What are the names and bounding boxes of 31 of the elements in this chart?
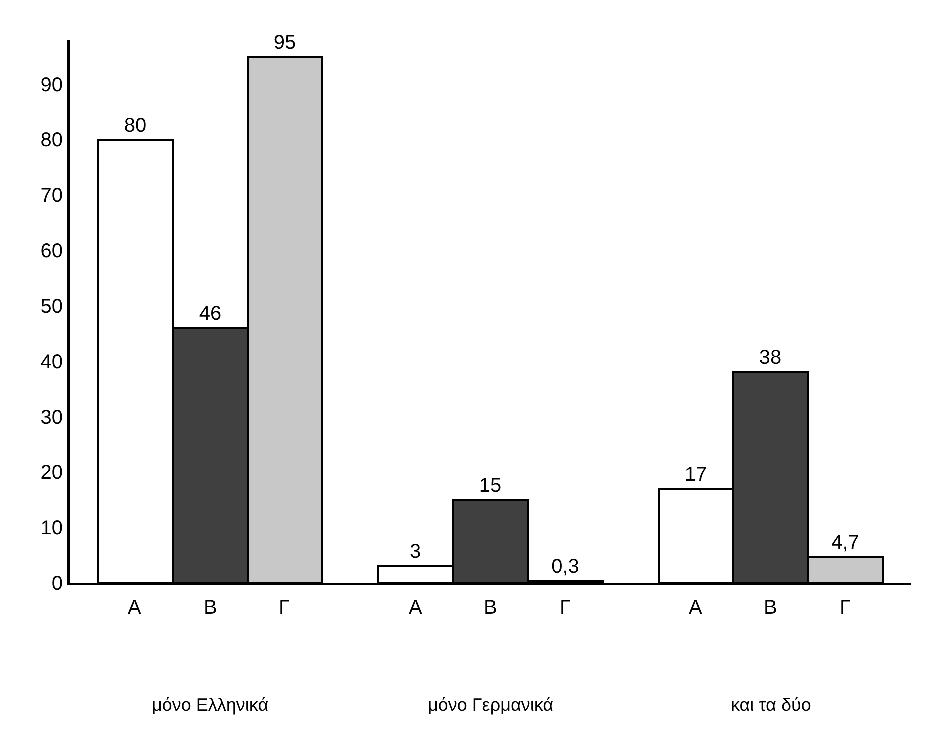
data-label: 80 — [124, 115, 147, 137]
data-label: 46 — [199, 303, 222, 325]
y-tick-label: 10 — [40, 518, 63, 540]
data-label: 3 — [410, 541, 422, 563]
data-label: 0,3 — [552, 556, 580, 578]
series-label: B — [204, 597, 218, 619]
text: B — [484, 597, 498, 619]
y-tick-label: 60 — [40, 240, 63, 263]
text: A — [689, 597, 702, 619]
y-tick-label: 90 — [40, 74, 63, 96]
text: A — [409, 597, 422, 619]
series-label: Γ — [279, 597, 290, 619]
x-tick-label: και τα δύο — [731, 695, 812, 715]
y-tick-label: 70 — [40, 185, 63, 208]
data-label: 95 — [274, 32, 296, 54]
x-tick-label: μόνο Ελληνικά — [152, 695, 269, 715]
y-tick-label: 20 — [40, 462, 63, 484]
y-tick-label: 0 — [52, 573, 63, 595]
data-label: 4,7 — [832, 532, 860, 554]
data-label: 38 — [759, 347, 782, 369]
data-label: 17 — [684, 464, 708, 486]
y-tick-label: 50 — [40, 296, 63, 318]
y-tick-label: 40 — [40, 351, 63, 374]
x-tick-label: μόνο Γερμανικά — [428, 695, 554, 715]
y-tick-label: 80 — [40, 130, 63, 152]
y-tick-label: 30 — [40, 406, 63, 429]
data-label: 15 — [479, 475, 502, 497]
text: B — [764, 597, 778, 619]
text: Γ — [560, 597, 572, 619]
series-label: A — [128, 597, 142, 619]
text: Γ — [840, 597, 852, 619]
